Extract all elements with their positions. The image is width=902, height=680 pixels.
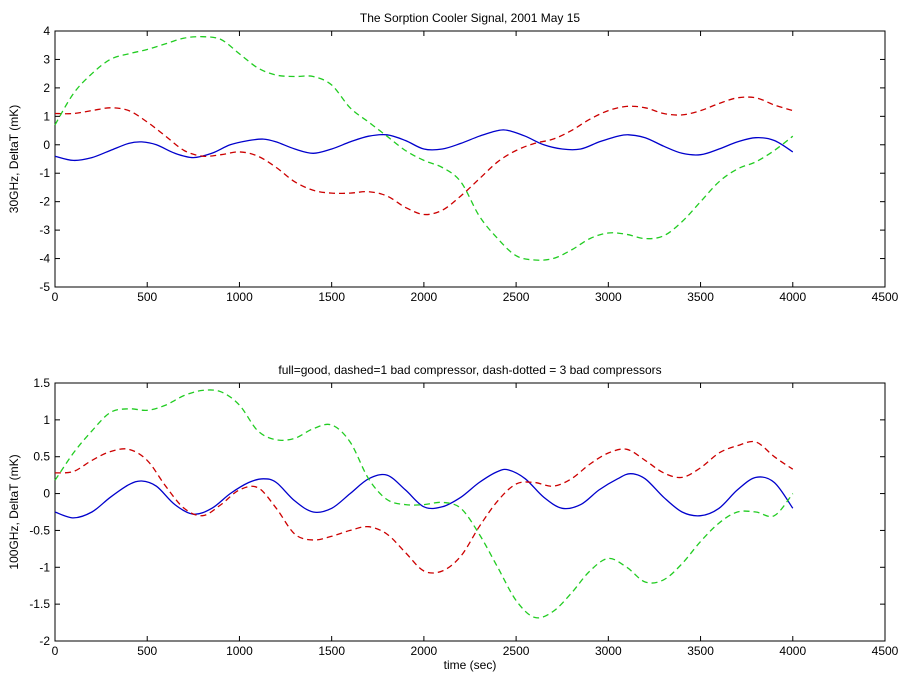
x-tick-label: 0	[52, 644, 59, 658]
x-tick-label: 4500	[872, 290, 899, 304]
x-tick-label: 3500	[687, 290, 714, 304]
series-line-dashed-1	[54, 440, 794, 574]
x-tick-label: 2000	[411, 290, 438, 304]
series-line-dashed-1	[54, 96, 793, 216]
y-tick-label: -2	[39, 634, 50, 648]
y-tick-label: -5	[39, 280, 50, 294]
y-tick-label: 0	[43, 487, 50, 501]
y-tick-label: 1	[43, 413, 50, 427]
chart-panel-30ghz: The Sorption Cooler Signal, 2001 May 15 0…	[7, 11, 899, 304]
x-tick-label: 0	[52, 290, 59, 304]
y-tick-label: -0.5	[29, 523, 50, 537]
series-line-dashed-2	[54, 389, 794, 619]
y-axis-label: 30GHz, DeltaT (mK)	[7, 105, 21, 213]
x-tick-label: 4000	[779, 290, 806, 304]
y-tick-label: -4	[39, 252, 50, 266]
y-tick-label: 0.5	[33, 450, 50, 464]
x-tick-label: 500	[137, 290, 157, 304]
plot-area	[54, 30, 886, 288]
chart-title: The Sorption Cooler Signal, 2001 May 15	[360, 11, 580, 25]
y-tick-label: -1	[39, 560, 50, 574]
y-tick-label: 1	[43, 109, 50, 123]
plot-area	[54, 382, 886, 642]
y-tick-label: 2	[43, 81, 50, 95]
chart-title: full=good, dashed=1 bad compressor, dash…	[278, 363, 661, 377]
x-tick-label: 500	[137, 644, 157, 658]
y-tick-label: -1.5	[29, 597, 50, 611]
series-line-solid-0	[54, 129, 794, 162]
x-tick-label: 1000	[226, 644, 253, 658]
y-axis-label: 100GHz, DeltaT (mK)	[7, 454, 21, 569]
x-axis-label: time (sec)	[444, 658, 497, 672]
x-tick-label: 3000	[595, 290, 622, 304]
x-tick-label: 1500	[318, 644, 345, 658]
chart-panel-100ghz: full=good, dashed=1 bad compressor, dash…	[7, 363, 899, 672]
y-tick-label: -1	[39, 166, 50, 180]
y-tick-label: 4	[43, 24, 50, 38]
x-tick-label: 1500	[318, 290, 345, 304]
y-tick-label: -3	[39, 223, 50, 237]
y-tick-label: -2	[39, 195, 50, 209]
series-line-solid-0	[54, 468, 794, 519]
y-tick-label: 3	[43, 52, 50, 66]
x-tick-label: 1000	[226, 290, 253, 304]
series-line-dashed-2	[54, 36, 794, 261]
x-tick-label: 2500	[503, 290, 530, 304]
y-tick-label: 1.5	[33, 376, 50, 390]
x-tick-label: 4500	[872, 644, 899, 658]
x-tick-label: 2500	[503, 644, 530, 658]
x-tick-label: 3500	[687, 644, 714, 658]
y-tick-label: 0	[43, 138, 50, 152]
x-tick-label: 2000	[411, 644, 438, 658]
x-tick-label: 3000	[595, 644, 622, 658]
x-tick-label: 4000	[779, 644, 806, 658]
